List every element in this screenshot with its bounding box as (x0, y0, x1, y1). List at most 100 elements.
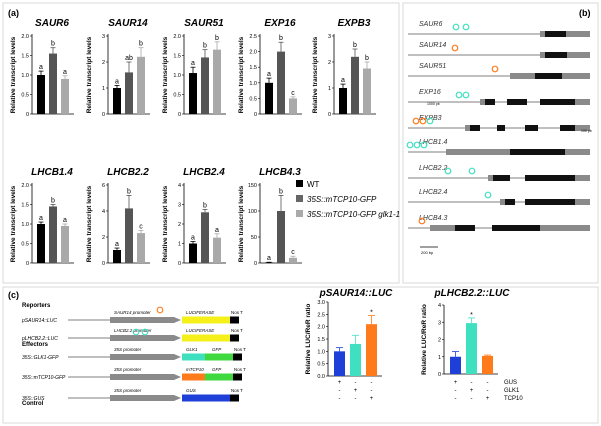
y-tick-label: 0.5 (21, 242, 29, 248)
y-tick-label: 0 (178, 112, 181, 118)
gene-lhcb4-3: LHCB4.3 (408, 215, 590, 231)
significance-letter: a (341, 77, 345, 84)
significance-letter: c (291, 249, 295, 256)
y-tick-label: 0 (178, 261, 181, 267)
bar-mtcp10 (49, 53, 57, 114)
y-tick-label: 1.5 (249, 65, 257, 71)
treatment-sign: + (486, 396, 490, 402)
y-tick-label: 3 (102, 34, 105, 40)
glk-binding-site-icon (141, 328, 149, 336)
tcp-binding-site-icon (419, 117, 427, 125)
y-tick-label: 3 (328, 34, 331, 40)
treatment-sign: - (371, 388, 373, 394)
y-tick-label: 1.5 (21, 203, 29, 209)
glk-binding-site-icon (406, 141, 414, 149)
y-tick-label: 2 (328, 60, 331, 66)
utr-region (567, 52, 590, 58)
treatment-sign: + (338, 380, 342, 386)
coding-exon (510, 149, 565, 155)
chart-saur51: SAUR51 Relative transcript levels 0 0.5 1.0 1… (162, 18, 226, 118)
panel-b-frame (402, 2, 599, 284)
chart-title: SAUR6 (35, 18, 69, 29)
y-tick-label: 2.0 (249, 50, 257, 56)
gene-lhcb2-2: LHCB2.2 (408, 165, 590, 181)
coding-exon (545, 52, 567, 58)
promoter-arrow (110, 395, 181, 401)
legend-label-mtcp: 35S::mTCP10-GFP (307, 195, 377, 204)
utr-region (540, 52, 545, 58)
significance-letter: b (353, 42, 357, 49)
utr-region (430, 225, 455, 231)
treatment-sign: - (487, 380, 489, 386)
terminator-label: Nos T (231, 388, 243, 393)
bar-mtcp10 (277, 211, 285, 263)
y-tick-label: 1.5 (21, 54, 29, 60)
chart-title: LHCB1.4 (31, 167, 73, 178)
coding-exon (470, 125, 480, 131)
coding-exon (493, 175, 510, 181)
y-tick-label: 0 (26, 261, 29, 267)
construct-name: pSAUR14::LUC (21, 318, 57, 324)
chart-saur14: SAUR14 Relative transcript levels 0 1 2 3 a abb (86, 18, 150, 118)
coding-exon (560, 125, 575, 131)
bar-wt (113, 88, 121, 114)
significance-letter: b (279, 35, 283, 42)
utr-region (510, 73, 535, 79)
significance-asterisk: * (470, 312, 473, 319)
terminator-label: Nos T (231, 310, 243, 315)
bar-wt (37, 224, 45, 263)
utr-region (562, 73, 590, 79)
y-tick-label: 2.0 (317, 325, 325, 331)
bar-wt (113, 250, 121, 263)
y-axis-label: Relative LUC/ReR ratio (305, 304, 312, 375)
gene-name: LHCB1.4 (419, 139, 448, 146)
y-tick-label: 0.5 (317, 362, 325, 368)
bar-glk1 (350, 343, 361, 376)
gene-name: LHCB4.3 (419, 215, 448, 222)
panel-label-a: (a) (8, 8, 19, 18)
y-axis-label: Relative transcript levels (162, 185, 169, 262)
bar-wt (265, 82, 273, 114)
bar-mtcp10-glk1 (61, 225, 69, 263)
bar-mtcp10 (49, 206, 57, 263)
y-tick-label: 3 (178, 203, 181, 209)
y-tick-label: 1.0 (317, 349, 325, 355)
coding-exon (535, 73, 562, 79)
significance-letter: b (203, 43, 207, 50)
bar-mtcp10-glk1 (363, 68, 371, 114)
y-tick-label: 0.0 (317, 374, 325, 380)
coding-exon (545, 31, 566, 37)
tcp-binding-site-icon (418, 217, 426, 225)
treatment-sign: + (454, 380, 458, 386)
treatment-sign: - (339, 396, 341, 402)
cds-block (182, 334, 230, 342)
glk-binding-site-icon (132, 328, 140, 336)
tcp-binding-site-icon (451, 44, 459, 52)
y-tick-label: 4 (438, 303, 441, 309)
y-tick-label: 2 (102, 235, 105, 241)
gfp-tag-block (205, 373, 233, 381)
treatment-sign: + (470, 388, 474, 394)
glk-binding-site-icon (462, 23, 470, 31)
panel-label-c: (c) (8, 290, 19, 300)
bar-tcp10 (366, 324, 377, 376)
bar-mtcp10-glk1 (213, 49, 221, 114)
y-axis-label: Relative transcript levels (238, 36, 245, 113)
y-tick-label: 50 (251, 235, 257, 241)
bar-wt (339, 88, 347, 114)
construct-35s-mtcp10-gfp: 35S::mTCP10-GFP 35S promoter mTCP10 GFP Nos … (22, 367, 246, 381)
bar-gus (334, 351, 345, 376)
y-tick-label: 1 (178, 242, 181, 248)
coding-exon (525, 199, 575, 205)
gene-name: EXP16 (419, 89, 441, 96)
bar-mtcp10 (201, 212, 209, 263)
significance-letter: a (63, 69, 67, 76)
y-tick-label: 1 (328, 86, 331, 92)
chart-expb3: EXPB3 Relative transcript levels 0 1 2 3 a b b (312, 18, 376, 118)
y-axis-label: Relative transcript levels (86, 36, 93, 113)
glk-binding-site-icon (484, 191, 492, 199)
bar-gus (450, 356, 461, 374)
promoter-arrow (110, 354, 181, 360)
construct-35s-gus: 35S::GUS 35S promoter GUS Nos T (22, 388, 243, 402)
chart-title: LHCB4.3 (259, 167, 301, 178)
